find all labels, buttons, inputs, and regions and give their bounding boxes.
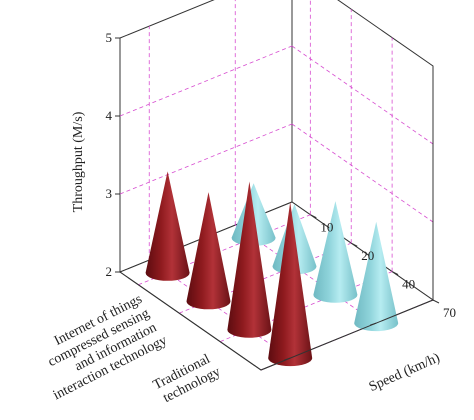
speed-tick-label: 10 — [320, 220, 333, 235]
cone-series — [145, 171, 399, 367]
z-tick-label: 2 — [106, 264, 113, 279]
cone-iot-70 — [268, 202, 313, 367]
series-tick-mark — [370, 322, 377, 326]
cone-iot-10 — [145, 171, 190, 281]
gridline-back-z — [119, 45, 293, 117]
z-tick-label: 3 — [106, 186, 113, 201]
speed-tick-label: 20 — [361, 248, 374, 263]
gridline-side-z — [291, 45, 434, 145]
z-tick-label: 5 — [106, 30, 113, 45]
speed-tick-mark — [391, 271, 399, 276]
y-axis-label: Throughput (M/s) — [71, 111, 86, 212]
cone-iot-40 — [227, 181, 272, 338]
z-tick-label: 4 — [106, 108, 113, 123]
gridline-side-z — [291, 123, 434, 223]
series-label-iot: Internet of things compressed sensing an… — [29, 290, 169, 403]
cone-iot-20 — [186, 192, 231, 310]
frame-edge-left — [119, 271, 262, 371]
speed-tick-label: 70 — [443, 305, 456, 320]
gridline-back-z — [119, 123, 293, 195]
series-label-traditional: Traditional technology — [151, 350, 223, 407]
speed-tick-label: 40 — [402, 277, 415, 292]
cone-traditional-70 — [354, 221, 399, 332]
speed-tick-mark — [310, 214, 317, 219]
speed-tick-mark — [350, 242, 358, 247]
x-axis-label: Speed (km/h) — [367, 350, 443, 395]
cone-traditional-40 — [313, 201, 358, 303]
axes: 2 3 4 5 10 20 40 70 — [106, 30, 456, 371]
series-tick-mark — [284, 357, 291, 361]
speed-tick-mark — [432, 299, 440, 304]
